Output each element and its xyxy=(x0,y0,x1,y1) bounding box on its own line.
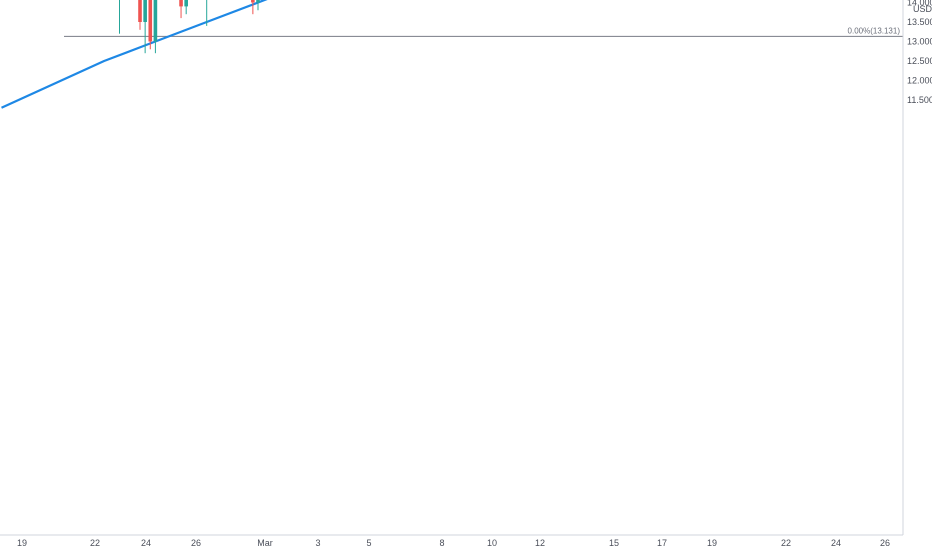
ema-line xyxy=(1,0,268,109)
time-tick-label: 26 xyxy=(880,538,890,548)
currency-label: USDT xyxy=(913,4,932,14)
time-tick-label: 17 xyxy=(657,538,667,548)
time-tick-label: 26 xyxy=(191,538,201,548)
candle-body xyxy=(251,0,255,3)
candle-body xyxy=(153,0,158,42)
time-tick-label: 8 xyxy=(439,538,444,548)
candle-body xyxy=(143,0,147,22)
time-tick-label: 3 xyxy=(315,538,320,548)
price-tick-label: 14.000 xyxy=(907,0,932,8)
time-tick-label: Mar xyxy=(257,538,273,548)
fibonacci-levels: 161.80%(23.871)100.00%(19.769)0.00%(13.1… xyxy=(64,26,903,37)
time-tick-label: 22 xyxy=(781,538,791,548)
time-tick-label: 19 xyxy=(17,538,27,548)
candle-body xyxy=(179,0,183,7)
moving-average xyxy=(1,0,268,109)
price-tick-label: 12.000 xyxy=(907,76,932,86)
price-tick-label: 13.500 xyxy=(907,17,932,27)
time-tick-label: 5 xyxy=(366,538,371,548)
time-tick-label: 24 xyxy=(831,538,841,548)
candle-body xyxy=(138,0,142,22)
time-axis[interactable]: 19 22 24 26 Mar 3 5 8 10 12 15 17 19 22 24 26 xyxy=(17,538,890,548)
time-tick-label: 12 xyxy=(535,538,545,548)
price-tick-label: 11.500 xyxy=(907,95,932,105)
time-tick-label: 24 xyxy=(141,538,151,548)
candle-body xyxy=(184,0,188,7)
candlesticks xyxy=(118,0,260,54)
fib-level-label: 0.00%(13.131) xyxy=(848,26,901,35)
time-tick-label: 15 xyxy=(609,538,619,548)
price-tick-label: 12.500 xyxy=(907,56,932,66)
time-tick-label: 19 xyxy=(707,538,717,548)
candle-body xyxy=(148,0,153,42)
time-tick-label: 22 xyxy=(90,538,100,548)
price-tick-label: 13.000 xyxy=(907,37,932,47)
time-tick-label: 10 xyxy=(487,538,497,548)
price-axis[interactable]: 11.50012.00012.50013.00013.50014.00014.5… xyxy=(907,0,932,105)
candle-body xyxy=(256,0,260,3)
